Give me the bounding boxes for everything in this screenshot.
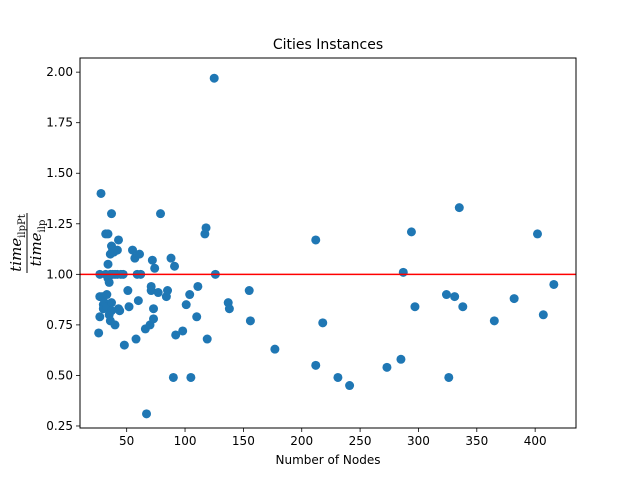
data-point [382, 362, 392, 372]
data-point [185, 290, 195, 300]
data-point [454, 203, 464, 213]
x-tick-label: 100 [174, 434, 197, 448]
data-point [549, 279, 559, 289]
y-tick-label: 2.00 [46, 65, 73, 79]
data-point [142, 409, 152, 419]
data-point [104, 277, 114, 287]
data-point [131, 334, 141, 344]
data-point [163, 286, 173, 296]
data-point [406, 227, 416, 237]
data-point [532, 229, 542, 239]
y-axis-ticks: 0.25 0.50 0.75 1.00 1.25 1.50 1.75 2.00 [46, 65, 80, 433]
data-point [311, 360, 321, 370]
y-label-num-var: time [7, 238, 25, 272]
data-point [114, 235, 124, 245]
data-point [156, 209, 166, 219]
data-point [112, 245, 122, 255]
data-point [119, 340, 129, 350]
data-point [133, 296, 143, 306]
data-point [345, 381, 355, 391]
x-tick-label: 350 [465, 434, 488, 448]
data-point [128, 245, 138, 255]
data-point [398, 267, 408, 277]
data-point [186, 372, 196, 382]
x-tick-label: 150 [232, 434, 255, 448]
data-point [181, 300, 191, 310]
y-axis-label-denominator: timeilp [27, 220, 48, 267]
data-point [123, 286, 133, 296]
y-label-den-sub: ilp [37, 220, 48, 233]
data-point [444, 372, 454, 382]
data-point [224, 304, 234, 314]
y-tick-label: 1.00 [46, 267, 73, 281]
data-point [96, 188, 106, 198]
data-point [202, 334, 212, 344]
data-point [107, 298, 117, 308]
data-point [318, 318, 328, 328]
data-point [192, 312, 202, 322]
chart-title: Cities Instances [273, 37, 383, 53]
data-point [149, 314, 159, 324]
data-point [103, 229, 113, 239]
y-tick-label: 0.50 [46, 368, 73, 382]
y-label-num-sub: ilpPt [17, 214, 28, 238]
data-point [450, 292, 460, 302]
data-point [166, 253, 176, 263]
y-axis-label-numerator: timeilpPt [7, 214, 28, 271]
data-point [509, 294, 519, 304]
x-tick-label: 200 [290, 434, 313, 448]
data-point [149, 304, 159, 314]
data-point [209, 73, 219, 83]
data-point [441, 290, 451, 300]
data-point [245, 316, 255, 326]
data-point [458, 302, 468, 312]
x-axis-label: Number of Nodes [276, 453, 381, 467]
data-points [94, 73, 559, 419]
x-tick-label: 250 [349, 434, 372, 448]
data-point [110, 320, 120, 330]
data-point [193, 281, 203, 291]
data-point [489, 316, 499, 326]
data-point [396, 354, 406, 364]
y-label-den-var: time [27, 232, 45, 266]
data-point [201, 223, 211, 233]
data-point [311, 235, 321, 245]
data-point [124, 302, 134, 312]
data-point [270, 344, 280, 354]
data-point [95, 312, 105, 322]
x-tick-label: 400 [524, 434, 547, 448]
x-tick-label: 300 [407, 434, 430, 448]
y-tick-label: 1.75 [46, 116, 73, 130]
y-tick-label: 1.25 [46, 217, 73, 231]
data-point [146, 286, 156, 296]
data-point [150, 263, 160, 273]
data-point [244, 286, 254, 296]
x-axis-ticks: 50 100 150 200 250 300 350 400 [119, 428, 547, 448]
data-point [115, 306, 125, 316]
y-tick-label: 0.75 [46, 318, 73, 332]
y-axis-label: timeilpPt timeilp [7, 213, 48, 273]
data-point [171, 330, 181, 340]
plot-frame [79, 57, 577, 429]
x-tick-label: 50 [119, 434, 134, 448]
data-point [94, 328, 104, 338]
data-point [107, 209, 117, 219]
y-tick-label: 0.25 [46, 419, 73, 433]
data-point [147, 255, 157, 265]
data-point [538, 310, 548, 320]
data-point [333, 372, 343, 382]
data-point [135, 249, 145, 259]
data-point [410, 302, 420, 312]
data-point [102, 290, 112, 300]
y-tick-label: 1.50 [46, 166, 73, 180]
data-point [178, 326, 188, 336]
data-point [168, 372, 178, 382]
data-point [103, 259, 113, 269]
data-point [153, 288, 163, 298]
data-point [107, 306, 117, 316]
data-point [170, 261, 180, 271]
